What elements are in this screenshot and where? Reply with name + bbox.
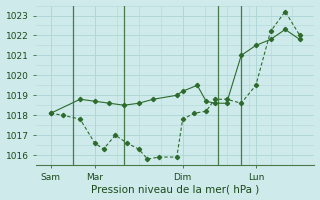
X-axis label: Pression niveau de la mer( hPa ): Pression niveau de la mer( hPa ) xyxy=(91,184,260,194)
